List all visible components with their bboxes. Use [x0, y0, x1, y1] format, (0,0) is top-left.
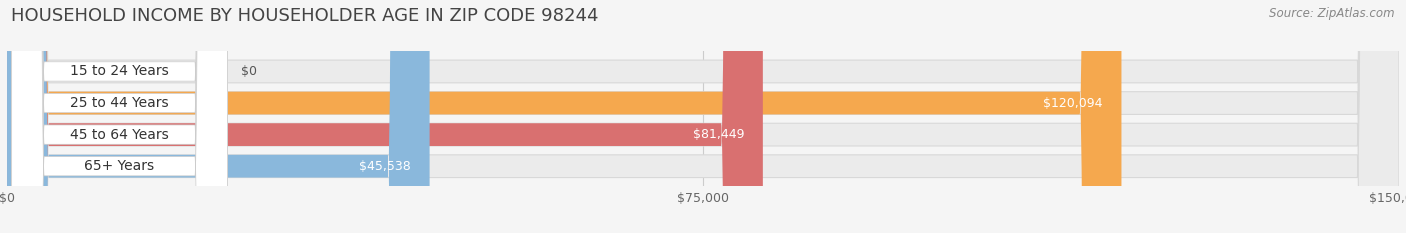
Text: Source: ZipAtlas.com: Source: ZipAtlas.com [1270, 7, 1395, 20]
FancyBboxPatch shape [11, 0, 228, 233]
FancyBboxPatch shape [7, 0, 1399, 233]
FancyBboxPatch shape [11, 0, 228, 233]
FancyBboxPatch shape [7, 0, 1399, 233]
Text: 15 to 24 Years: 15 to 24 Years [70, 65, 169, 79]
FancyBboxPatch shape [7, 0, 1399, 233]
Text: $0: $0 [242, 65, 257, 78]
Text: $120,094: $120,094 [1043, 96, 1102, 110]
Text: 65+ Years: 65+ Years [84, 159, 155, 173]
FancyBboxPatch shape [7, 0, 1399, 233]
FancyBboxPatch shape [11, 0, 228, 233]
Text: 45 to 64 Years: 45 to 64 Years [70, 128, 169, 142]
FancyBboxPatch shape [7, 0, 430, 233]
FancyBboxPatch shape [7, 0, 763, 233]
Text: $81,449: $81,449 [693, 128, 744, 141]
Text: HOUSEHOLD INCOME BY HOUSEHOLDER AGE IN ZIP CODE 98244: HOUSEHOLD INCOME BY HOUSEHOLDER AGE IN Z… [11, 7, 599, 25]
Text: 25 to 44 Years: 25 to 44 Years [70, 96, 169, 110]
Text: $45,538: $45,538 [360, 160, 411, 173]
FancyBboxPatch shape [7, 0, 1122, 233]
FancyBboxPatch shape [11, 0, 228, 233]
